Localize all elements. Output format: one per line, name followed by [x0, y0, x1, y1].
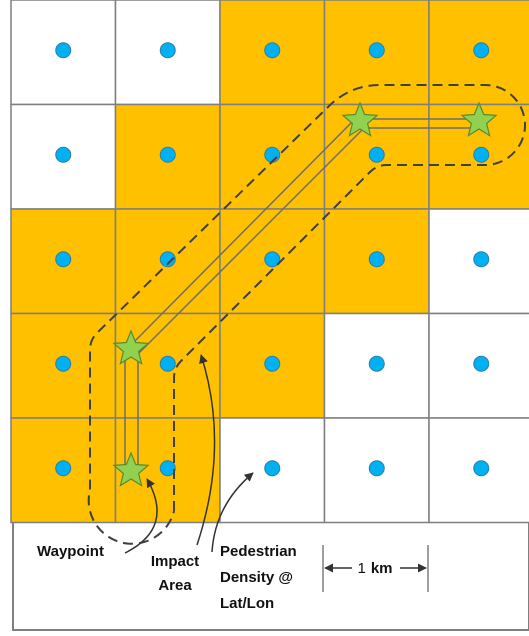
- impact-area-label-line1: Impact: [151, 553, 199, 570]
- scale-unit: km: [371, 560, 393, 577]
- density-point: [55, 42, 72, 59]
- density-point: [159, 251, 176, 268]
- flight-route: [124, 118, 477, 470]
- waypoint-label: Waypoint: [37, 543, 104, 560]
- density-point: [368, 251, 385, 268]
- waypoint-star-icon: [341, 101, 379, 137]
- waypoint-star-icon: [112, 329, 150, 365]
- density-point: [473, 146, 490, 163]
- impact-area-outline: [87, 84, 526, 545]
- waypoint-star-icon: [460, 101, 498, 137]
- impact-area-label-line2: Area: [158, 577, 192, 594]
- density-point: [368, 146, 385, 163]
- density-point: [264, 146, 281, 163]
- density-point: [473, 460, 490, 477]
- density-point: [55, 355, 72, 372]
- density-point: [264, 460, 281, 477]
- density-point: [473, 355, 490, 372]
- waypoints: [112, 101, 498, 487]
- density-pointer-arrow: [211, 472, 254, 553]
- density-point: [264, 355, 281, 372]
- density-point: [159, 42, 176, 59]
- density-point: [55, 460, 72, 477]
- scale-bar: 1 km: [322, 545, 429, 592]
- route-segment: [136, 127, 365, 356]
- route-segment: [130, 120, 354, 346]
- scale-number: 1: [357, 560, 365, 577]
- density-label-line3: Lat/Lon: [220, 595, 274, 612]
- density-point: [473, 42, 490, 59]
- density-point: [55, 251, 72, 268]
- density-point: [368, 42, 385, 59]
- density-point: [55, 146, 72, 163]
- density-label-line2: Density @: [220, 569, 293, 586]
- density-point: [368, 460, 385, 477]
- scale-label: 1 km: [357, 560, 392, 577]
- waypoint-star-icon: [112, 451, 150, 487]
- waypoint-pointer-arrow: [124, 478, 158, 554]
- annotation-arrows: [124, 354, 254, 554]
- density-grid: [10, 0, 529, 524]
- density-point: [264, 251, 281, 268]
- impact-area-pointer-arrow: [196, 354, 216, 546]
- density-point: [159, 146, 176, 163]
- density-point: [368, 355, 385, 372]
- density-point: [159, 355, 176, 372]
- density-point: [159, 460, 176, 477]
- grid-cell: [323, 417, 430, 524]
- density-label-line1: Pedestrian: [220, 543, 297, 560]
- density-point: [473, 251, 490, 268]
- density-point: [264, 42, 281, 59]
